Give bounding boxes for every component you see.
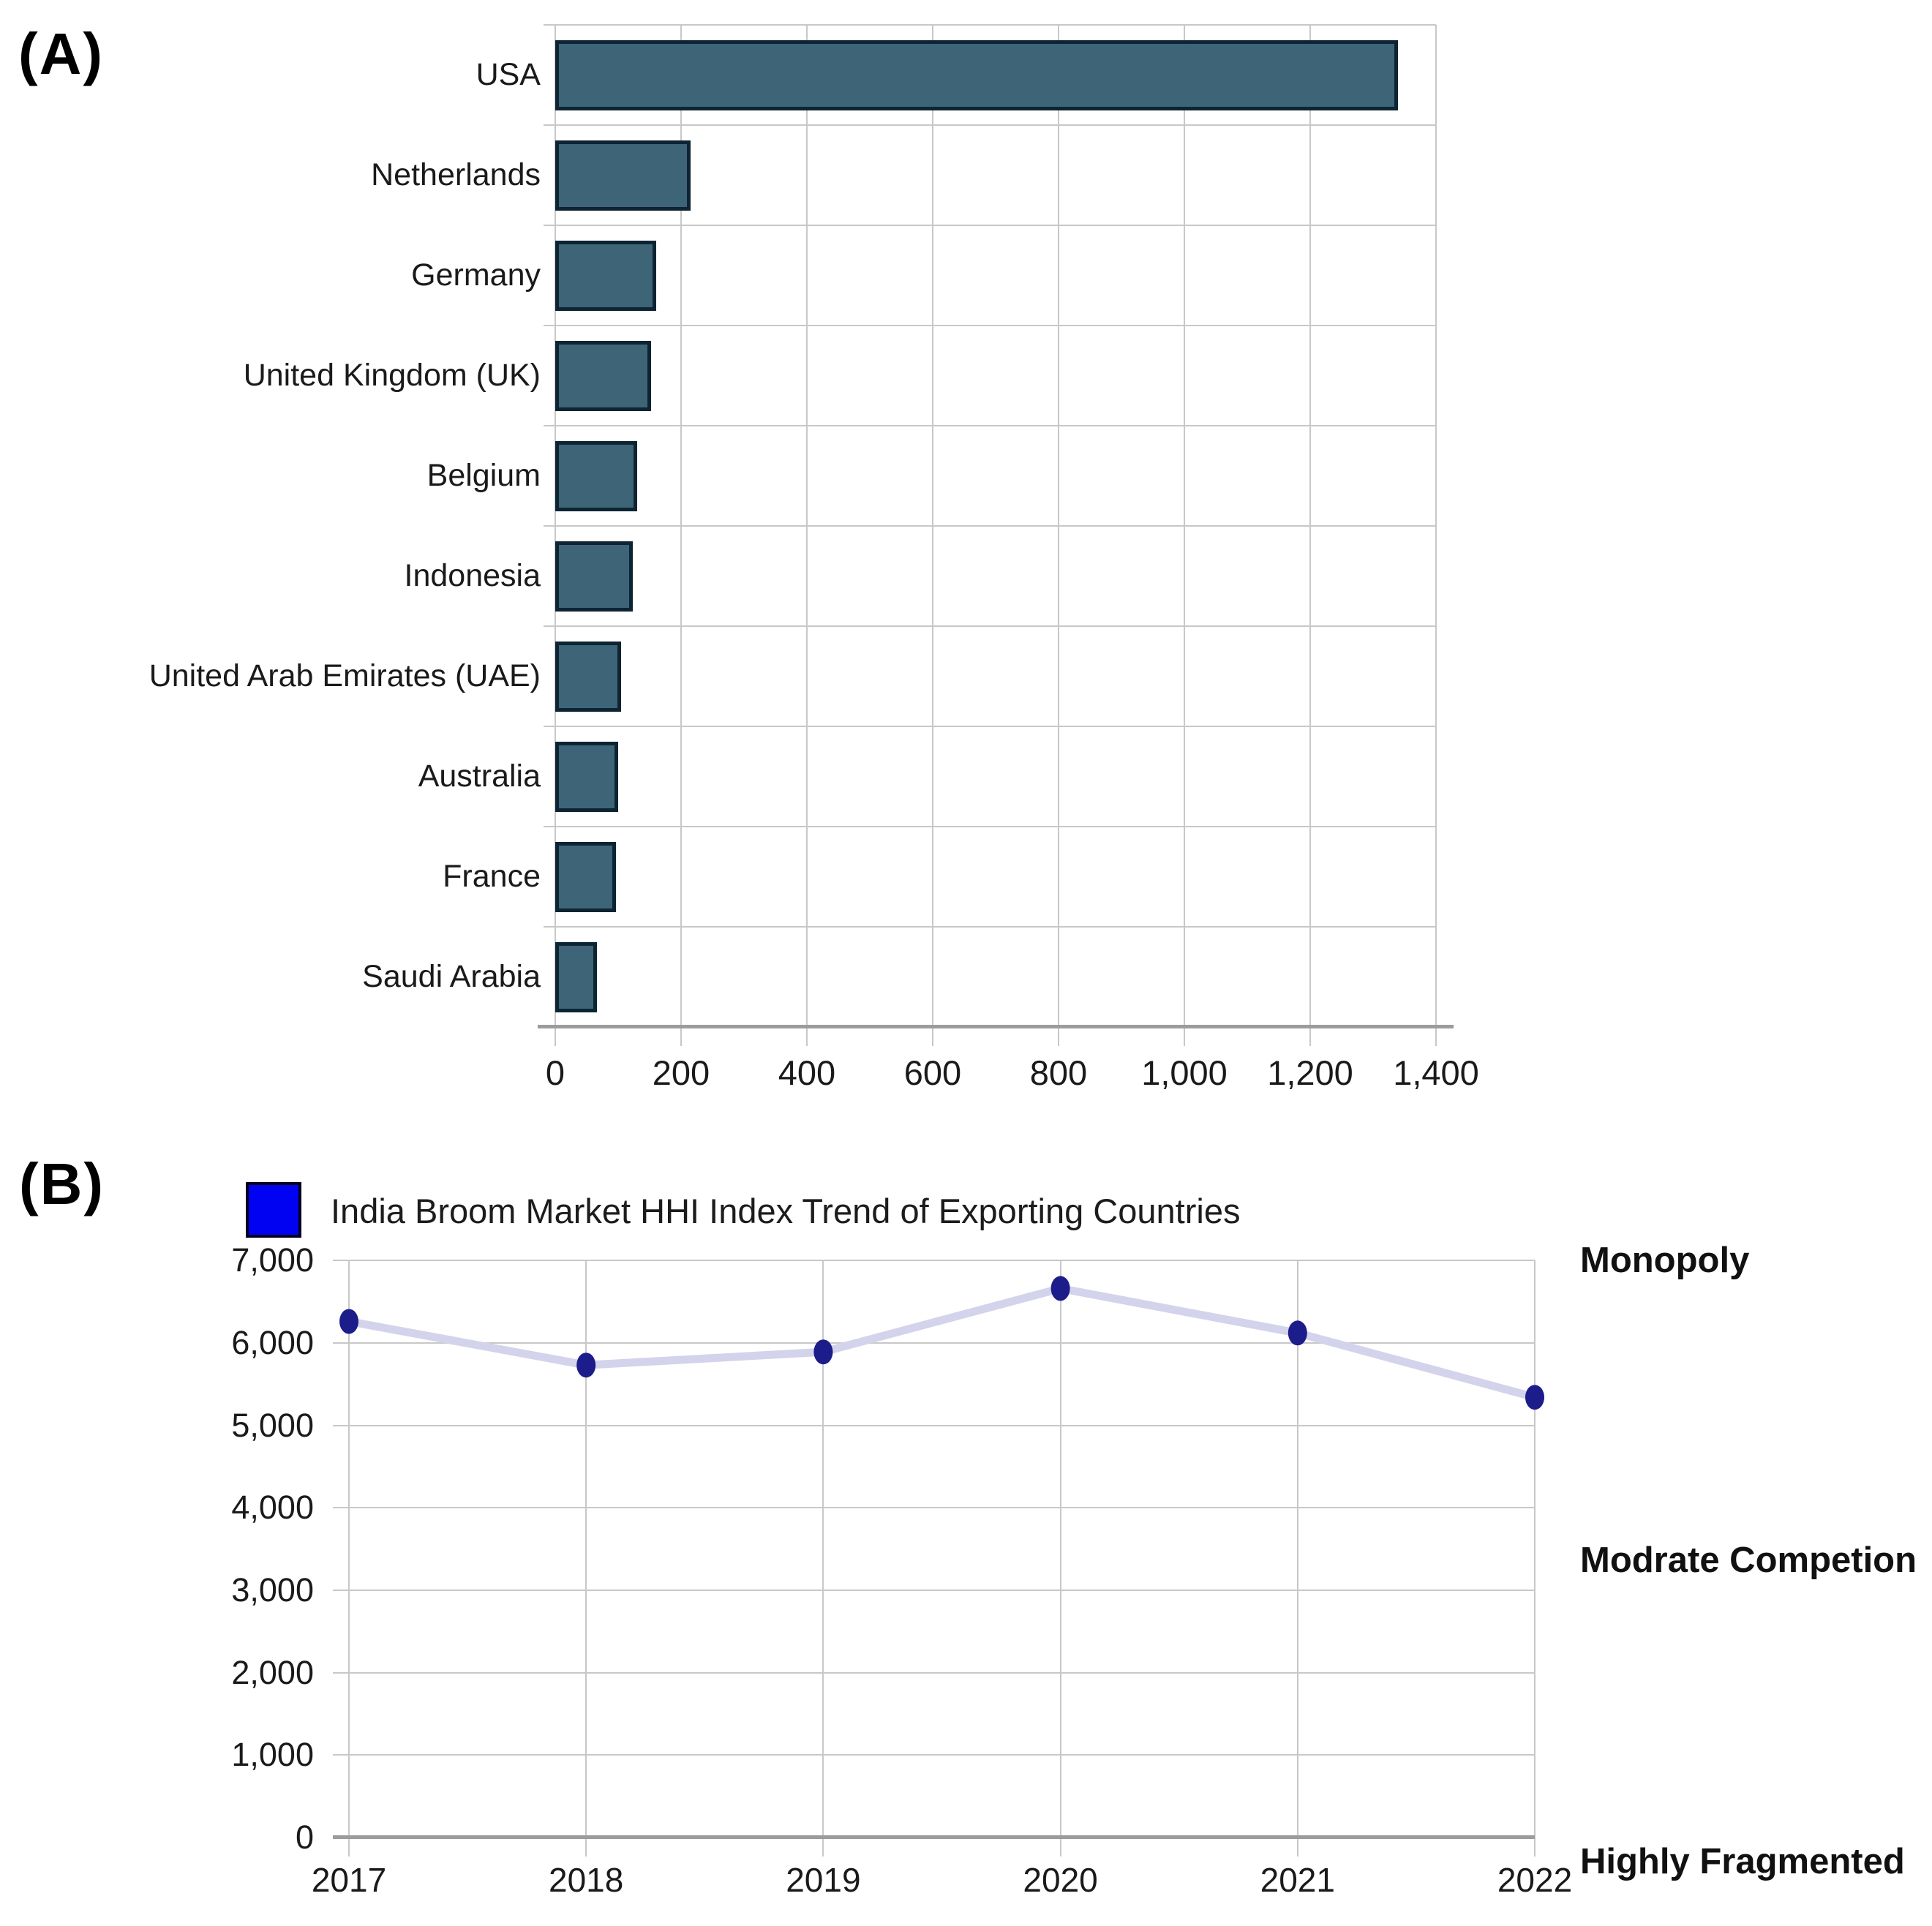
bar-chart-horizontal-gridline — [544, 625, 1436, 627]
line-chart-horizontal-gridline — [333, 1342, 1535, 1344]
line-chart-x-tick-label: 2020 — [1023, 1861, 1098, 1899]
bar-category-label: United Kingdom (UK) — [243, 358, 541, 393]
bar-chart-horizontal-gridline — [544, 726, 1436, 727]
bar-chart-x-axis-line — [538, 1025, 1454, 1028]
bar-category-label: USA — [476, 57, 541, 92]
bar-chart-vertical-gridline — [1184, 25, 1185, 1046]
line-chart-y-tick-label: 6,000 — [231, 1323, 314, 1361]
bar-category-label: Australia — [418, 759, 541, 794]
line-chart-vertical-gridline — [348, 1260, 350, 1857]
line-chart-x-tick-label: 2018 — [549, 1861, 624, 1899]
bar-chart-vertical-gridline — [806, 25, 808, 1046]
bar — [555, 941, 597, 1012]
line-chart-vertical-gridline — [1296, 1260, 1298, 1857]
panel-a-label: (A) — [18, 21, 105, 86]
line-chart-vertical-gridline — [822, 1260, 824, 1857]
annotation-moderate-competition: Modrate Competion — [1580, 1541, 1917, 1580]
line-chart-horizontal-gridline — [333, 1424, 1535, 1426]
line-chart-y-tick-label: 7,000 — [231, 1241, 314, 1279]
line-chart-title: India Broom Market HHI Index Trend of Ex… — [331, 1192, 1241, 1230]
panel-b-label: (B) — [19, 1151, 105, 1216]
bar-chart-x-tick-label: 1,200 — [1267, 1053, 1353, 1092]
bar-chart-horizontal-gridline — [544, 926, 1436, 928]
bar-chart-vertical-gridline — [932, 25, 933, 1046]
bar-category-label: Netherlands — [371, 157, 541, 192]
line-chart-horizontal-gridline — [333, 1589, 1535, 1591]
line-chart-y-tick-label: 2,000 — [231, 1653, 314, 1691]
bar-category-label: Saudi Arabia — [362, 959, 541, 994]
bar-chart-x-tick-label: 0 — [545, 1053, 565, 1092]
line-chart-horizontal-gridline — [333, 1754, 1535, 1756]
line-chart-vertical-gridline — [585, 1260, 587, 1857]
line-chart-x-axis-line — [333, 1835, 1535, 1839]
bar-chart-x-tick-label: 200 — [652, 1053, 710, 1092]
bar-chart-vertical-gridline — [555, 25, 556, 1046]
bar — [555, 741, 618, 812]
bar-chart-horizontal-gridline — [544, 826, 1436, 827]
bar — [555, 641, 621, 712]
line-chart-vertical-gridline — [1534, 1260, 1536, 1857]
bar-chart-vertical-gridline — [1435, 25, 1437, 1046]
line-chart-x-tick-label: 2021 — [1260, 1861, 1335, 1899]
bar-category-label: Indonesia — [404, 558, 541, 593]
annotation-monopoly: Monopoly — [1580, 1241, 1750, 1280]
bar-chart-vertical-gridline — [680, 25, 682, 1046]
line-chart-y-tick-label: 5,000 — [231, 1406, 314, 1444]
bar-chart-x-tick-label: 800 — [1029, 1053, 1088, 1092]
bar — [555, 140, 691, 211]
bar — [555, 841, 616, 912]
bar-chart-horizontal-gridline — [544, 225, 1436, 226]
bar-chart-vertical-gridline — [1058, 25, 1059, 1046]
bar-chart-horizontal-gridline — [544, 24, 1436, 26]
bar — [555, 340, 651, 411]
bar-chart-horizontal-gridline — [544, 124, 1436, 126]
bar-chart-x-tick-label: 400 — [778, 1053, 836, 1092]
line-chart-horizontal-gridline — [333, 1507, 1535, 1509]
bar-chart-horizontal-gridline — [544, 525, 1436, 527]
annotation-highly-fragmented: Highly Fragmented — [1580, 1842, 1905, 1881]
bar-chart-horizontal-gridline — [544, 425, 1436, 426]
bar-chart-horizontal-gridline — [544, 325, 1436, 326]
line-chart-x-tick-label: 2017 — [311, 1861, 387, 1899]
line-chart-vertical-gridline — [1059, 1260, 1061, 1857]
bar-chart-x-tick-label: 1,000 — [1141, 1053, 1228, 1092]
bar-category-label: United Arab Emirates (UAE) — [149, 658, 541, 693]
line-chart-x-tick-label: 2019 — [786, 1861, 861, 1899]
bar — [555, 40, 1398, 110]
line-chart-y-tick-label: 3,000 — [231, 1570, 314, 1609]
bar-chart-x-tick-label: 600 — [903, 1053, 962, 1092]
legend-swatch — [246, 1182, 301, 1238]
bar-category-label: Germany — [411, 257, 541, 293]
bar — [555, 240, 656, 311]
line-chart-horizontal-gridline — [333, 1671, 1535, 1674]
line-chart-x-tick-label: 2022 — [1497, 1861, 1573, 1899]
line-chart-y-tick-label: 1,000 — [231, 1736, 314, 1774]
bar — [555, 541, 633, 612]
bar-chart-vertical-gridline — [1309, 25, 1311, 1046]
line-chart-y-tick-label: 0 — [295, 1818, 314, 1856]
bar-category-label: France — [443, 859, 541, 894]
bar-chart-x-tick-label: 1,400 — [1393, 1053, 1479, 1092]
bar — [555, 440, 637, 511]
bar-category-label: Belgium — [426, 458, 541, 493]
line-chart-y-tick-label: 4,000 — [231, 1489, 314, 1527]
line-chart-horizontal-gridline — [333, 1260, 1535, 1262]
